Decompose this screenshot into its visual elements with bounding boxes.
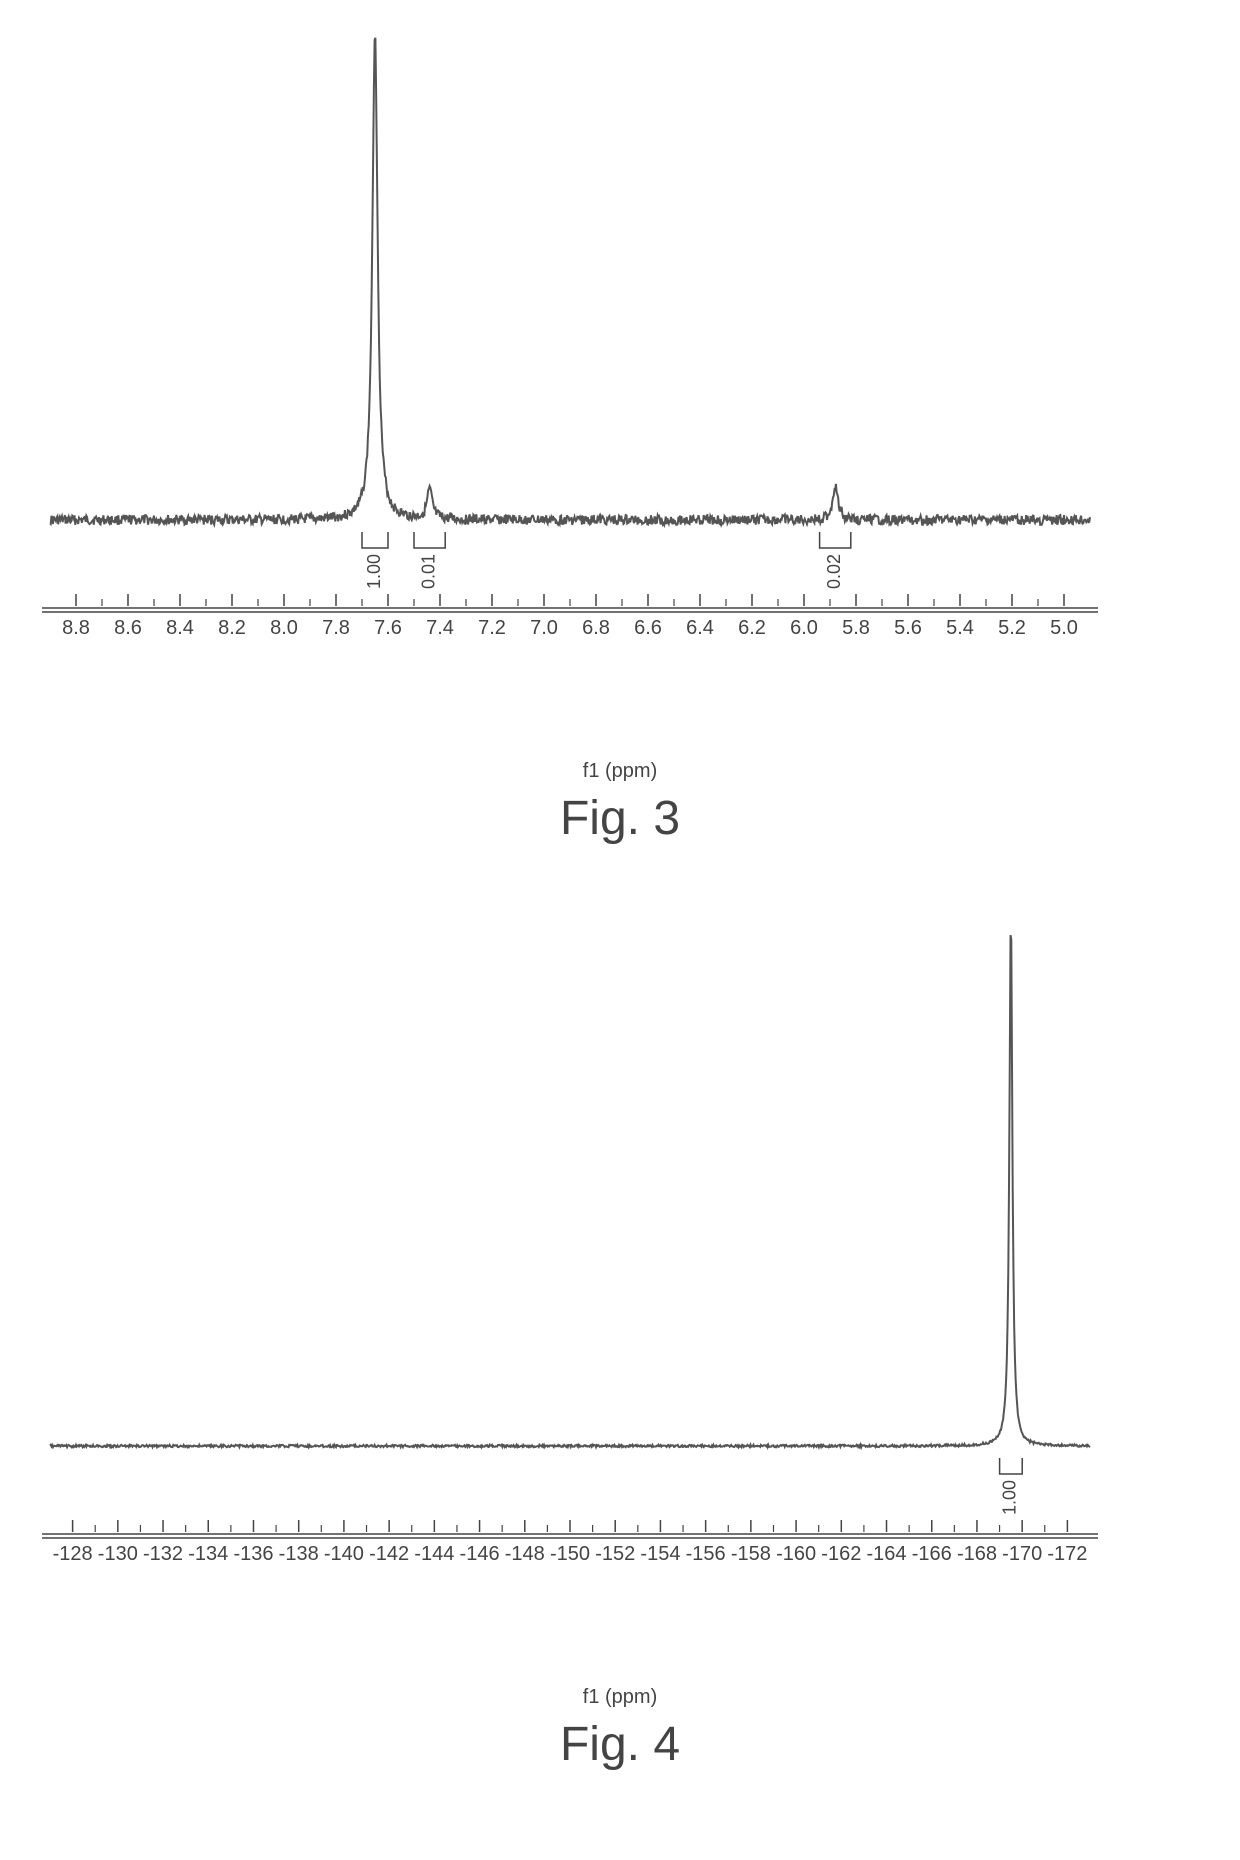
tick-label: 6.6: [634, 617, 662, 639]
tick-label: 7.6: [374, 617, 402, 639]
integral-marker: 0.01: [414, 532, 445, 589]
tick-label: -154: [640, 1543, 680, 1565]
tick-label: -148: [505, 1543, 545, 1565]
figure-4: 1.00 -128-130-132-134-136 -138-140-142-144…: [0, 906, 1240, 1772]
nmr-spectrum-fig4: 1.00 -128-130-132-134-136 -138-140-142-144…: [0, 906, 1140, 1686]
caption-fig3: Fig. 3: [0, 791, 1240, 846]
nmr-spectrum-fig3: 1.00 0.01 0.02 8.8 8.6 8.4 8.2 8.0 7.8 7.6 7.4 7.2 7…: [0, 20, 1140, 760]
tick-label: -164: [867, 1543, 907, 1565]
tick-label: -172: [1047, 1543, 1087, 1565]
tick-label: 5.0: [1050, 617, 1078, 639]
tick-label: 7.4: [426, 617, 454, 639]
tick-label: -146: [460, 1543, 500, 1565]
tick-label: -170: [1002, 1543, 1042, 1565]
tick-label: 5.4: [946, 617, 974, 639]
tick-label: -166: [912, 1543, 952, 1565]
tick-label: -150: [550, 1543, 590, 1565]
tick-label: -138: [279, 1543, 319, 1565]
spectrum-trace: [50, 38, 1090, 525]
tick-label: 8.4: [166, 617, 194, 639]
tick-label: -136: [233, 1543, 273, 1565]
tick-label: 8.6: [114, 617, 142, 639]
tick-label: -168: [957, 1543, 997, 1565]
tick-label: -152: [595, 1543, 635, 1565]
tick-label: -130: [98, 1543, 138, 1565]
integral-marker: 1.00: [1000, 1458, 1023, 1515]
tick-label: 5.2: [998, 617, 1026, 639]
tick-label: 7.0: [530, 617, 558, 639]
integral-label: 0.02: [824, 554, 844, 589]
tick-label: 5.8: [842, 617, 870, 639]
integral-label: 0.01: [418, 554, 438, 589]
tick-label: 6.8: [582, 617, 610, 639]
caption-fig4: Fig. 4: [0, 1717, 1240, 1772]
figure-3: 1.00 0.01 0.02 8.8 8.6 8.4 8.2 8.0 7.8 7.6 7.4 7.2 7…: [0, 0, 1240, 846]
integral-label: 1.00: [364, 554, 384, 589]
axis-label-fig4: f1 (ppm): [0, 1686, 1240, 1709]
tick-label: 8.0: [270, 617, 298, 639]
tick-label: 6.2: [738, 617, 766, 639]
tick-label: -162: [821, 1543, 861, 1565]
tick-label: 7.2: [478, 617, 506, 639]
spectrum-trace: [50, 935, 1090, 1447]
tick-label: 8.2: [218, 617, 246, 639]
tick-label: 6.4: [686, 617, 714, 639]
tick-label: -158: [731, 1543, 771, 1565]
integral-label: 1.00: [1000, 1480, 1020, 1515]
axis-label-fig3: f1 (ppm): [0, 760, 1240, 783]
tick-label: -134: [188, 1543, 228, 1565]
tick-label: -160: [776, 1543, 816, 1565]
integral-marker: 1.00: [362, 532, 388, 589]
tick-label: -132: [143, 1543, 183, 1565]
tick-label: -156: [686, 1543, 726, 1565]
tick-label: 6.0: [790, 617, 818, 639]
integral-marker: 0.02: [820, 532, 851, 589]
tick-label: 7.8: [322, 617, 350, 639]
tick-label: 8.8: [62, 617, 90, 639]
tick-label: -144: [414, 1543, 454, 1565]
tick-label: -128: [53, 1543, 93, 1565]
tick-label: -140: [324, 1543, 364, 1565]
tick-label: 5.6: [894, 617, 922, 639]
tick-label: -142: [369, 1543, 409, 1565]
